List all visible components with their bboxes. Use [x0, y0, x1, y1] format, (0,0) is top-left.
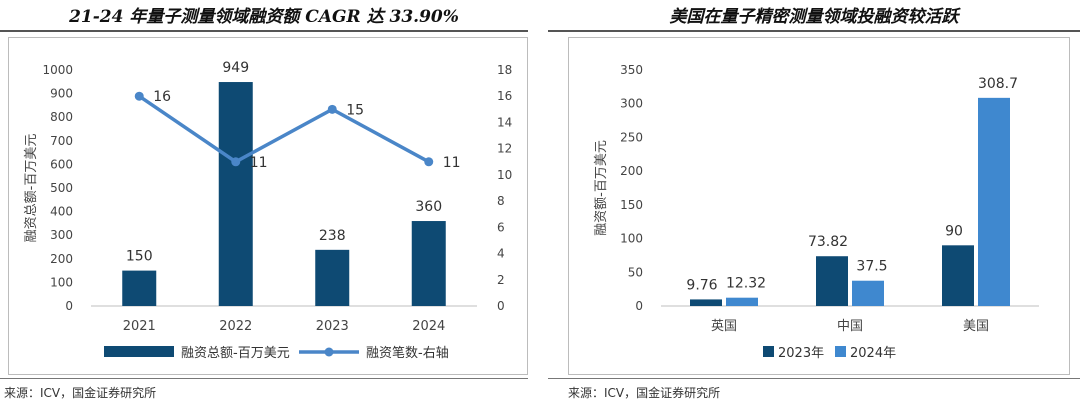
line-point	[327, 104, 337, 114]
y-tick-label: 500	[50, 181, 73, 195]
y2-tick-label: 18	[497, 63, 512, 77]
footer-rule-right	[548, 378, 1080, 379]
line-data-label: 11	[250, 155, 268, 171]
y-tick-label: 600	[50, 157, 73, 171]
line-point	[231, 157, 241, 167]
chart2-svg: 0 50 100 150 200 250 300 350 融资额-百万美元 9.76 73.82 90…	[594, 63, 1039, 361]
legend-swatch-point	[324, 347, 334, 357]
bar-data-label: 37.5	[856, 259, 887, 275]
legend-label-line: 融资笔数-右轴	[366, 345, 449, 361]
chart1-svg: 0 100 200 300 400 500 600 700 800 900 1000 0 2 4 6 8 10 1…	[24, 60, 512, 361]
bar-2023年	[942, 245, 974, 306]
y-tick-label: 800	[50, 110, 73, 124]
y-tick-label: 250	[620, 130, 643, 144]
y-tick-label: 0	[635, 299, 643, 313]
y2-tick-label: 12	[497, 142, 512, 156]
bar-data-label: 150	[126, 249, 153, 265]
y-tick-label: 0	[65, 299, 73, 313]
line-point	[134, 91, 144, 101]
y-tick-label: 200	[620, 164, 643, 178]
y-tick-label: 400	[50, 205, 73, 219]
bar-data-label: 360	[415, 199, 442, 215]
chart2-title: 美国在量子精密测量领域投融资较活跃	[669, 7, 959, 27]
source-note-right: 来源：ICV，国金证券研究所	[568, 386, 721, 400]
y-tick-label: 150	[620, 198, 643, 212]
legend-label-2023: 2023年	[778, 346, 824, 361]
legend-swatch-bar	[104, 346, 174, 357]
x-tick-label: 英国	[711, 319, 737, 334]
bar-2023年	[690, 299, 722, 306]
chart1-title: 21-24 年量子测量领域融资额 CAGR 达 33.90%	[69, 7, 459, 27]
line-data-label: 11	[443, 155, 461, 171]
x-tick-label: 2024	[412, 319, 445, 334]
y2-tick-label: 14	[497, 115, 512, 129]
legend-swatch-2024	[835, 346, 846, 357]
legend-label-2024: 2024年	[850, 346, 896, 361]
line-point	[424, 157, 434, 167]
y-tick-label: 50	[628, 265, 643, 279]
y-tick-label: 100	[620, 232, 643, 246]
bar-data-label: 949	[222, 60, 249, 76]
bar-data-label: 238	[319, 228, 346, 244]
line-series	[138, 94, 430, 164]
y2-tick-label: 8	[497, 194, 505, 208]
y-axis-title: 融资总额-百万美元	[24, 134, 39, 243]
bar	[315, 249, 350, 306]
bar-data-label: 308.7	[978, 76, 1018, 92]
y2-tick-label: 0	[497, 299, 505, 313]
line-data-label: 15	[346, 102, 364, 118]
y-axis-title: 融资额-百万美元	[594, 140, 609, 236]
legend-label-bar: 融资总额-百万美元	[181, 346, 290, 361]
y-tick-label: 700	[50, 134, 73, 148]
bar-2024年	[978, 97, 1010, 307]
line-data-label: 16	[153, 89, 171, 105]
x-tick-label: 2022	[219, 319, 252, 334]
title-rule-left	[0, 30, 528, 32]
bar-2024年	[726, 297, 758, 306]
bar-data-label: 12.32	[726, 276, 766, 292]
x-tick-label: 美国	[963, 319, 989, 334]
y2-tick-label: 6	[497, 220, 505, 234]
bar	[218, 82, 253, 306]
chart1-panel: 0 100 200 300 400 500 600 700 800 900 1000 0 2 4 6 8 10 1…	[8, 37, 528, 375]
y-tick-label: 350	[620, 63, 643, 77]
y-tick-label: 900	[50, 87, 73, 101]
y-tick-label: 300	[50, 228, 73, 242]
y-tick-label: 300	[620, 97, 643, 111]
y2-tick-label: 16	[497, 89, 512, 103]
x-tick-label: 中国	[837, 319, 863, 334]
bar-data-label: 73.82	[808, 234, 848, 250]
bar-data-label: 90	[945, 223, 963, 239]
bar-2023年	[816, 256, 848, 306]
y2-tick-label: 2	[497, 273, 505, 287]
legend-swatch-2023	[763, 346, 774, 357]
footer-rule-left	[0, 378, 528, 379]
bar	[411, 221, 446, 306]
x-tick-label: 2023	[316, 319, 349, 334]
bar	[122, 270, 157, 306]
title-rule-right	[548, 30, 1080, 32]
y-tick-label: 1000	[42, 63, 73, 77]
x-tick-label: 2021	[123, 319, 156, 334]
y2-tick-label: 10	[497, 168, 512, 182]
chart2-panel: 0 50 100 150 200 250 300 350 融资额-百万美元 9.76 73.82 90…	[568, 37, 1070, 375]
bar-2024年	[852, 280, 884, 306]
y-tick-label: 100	[50, 275, 73, 289]
source-note-left: 来源：ICV，国金证券研究所	[4, 386, 157, 400]
y2-tick-label: 4	[497, 247, 505, 261]
y-tick-label: 200	[50, 252, 73, 266]
bar-data-label: 9.76	[686, 277, 717, 293]
